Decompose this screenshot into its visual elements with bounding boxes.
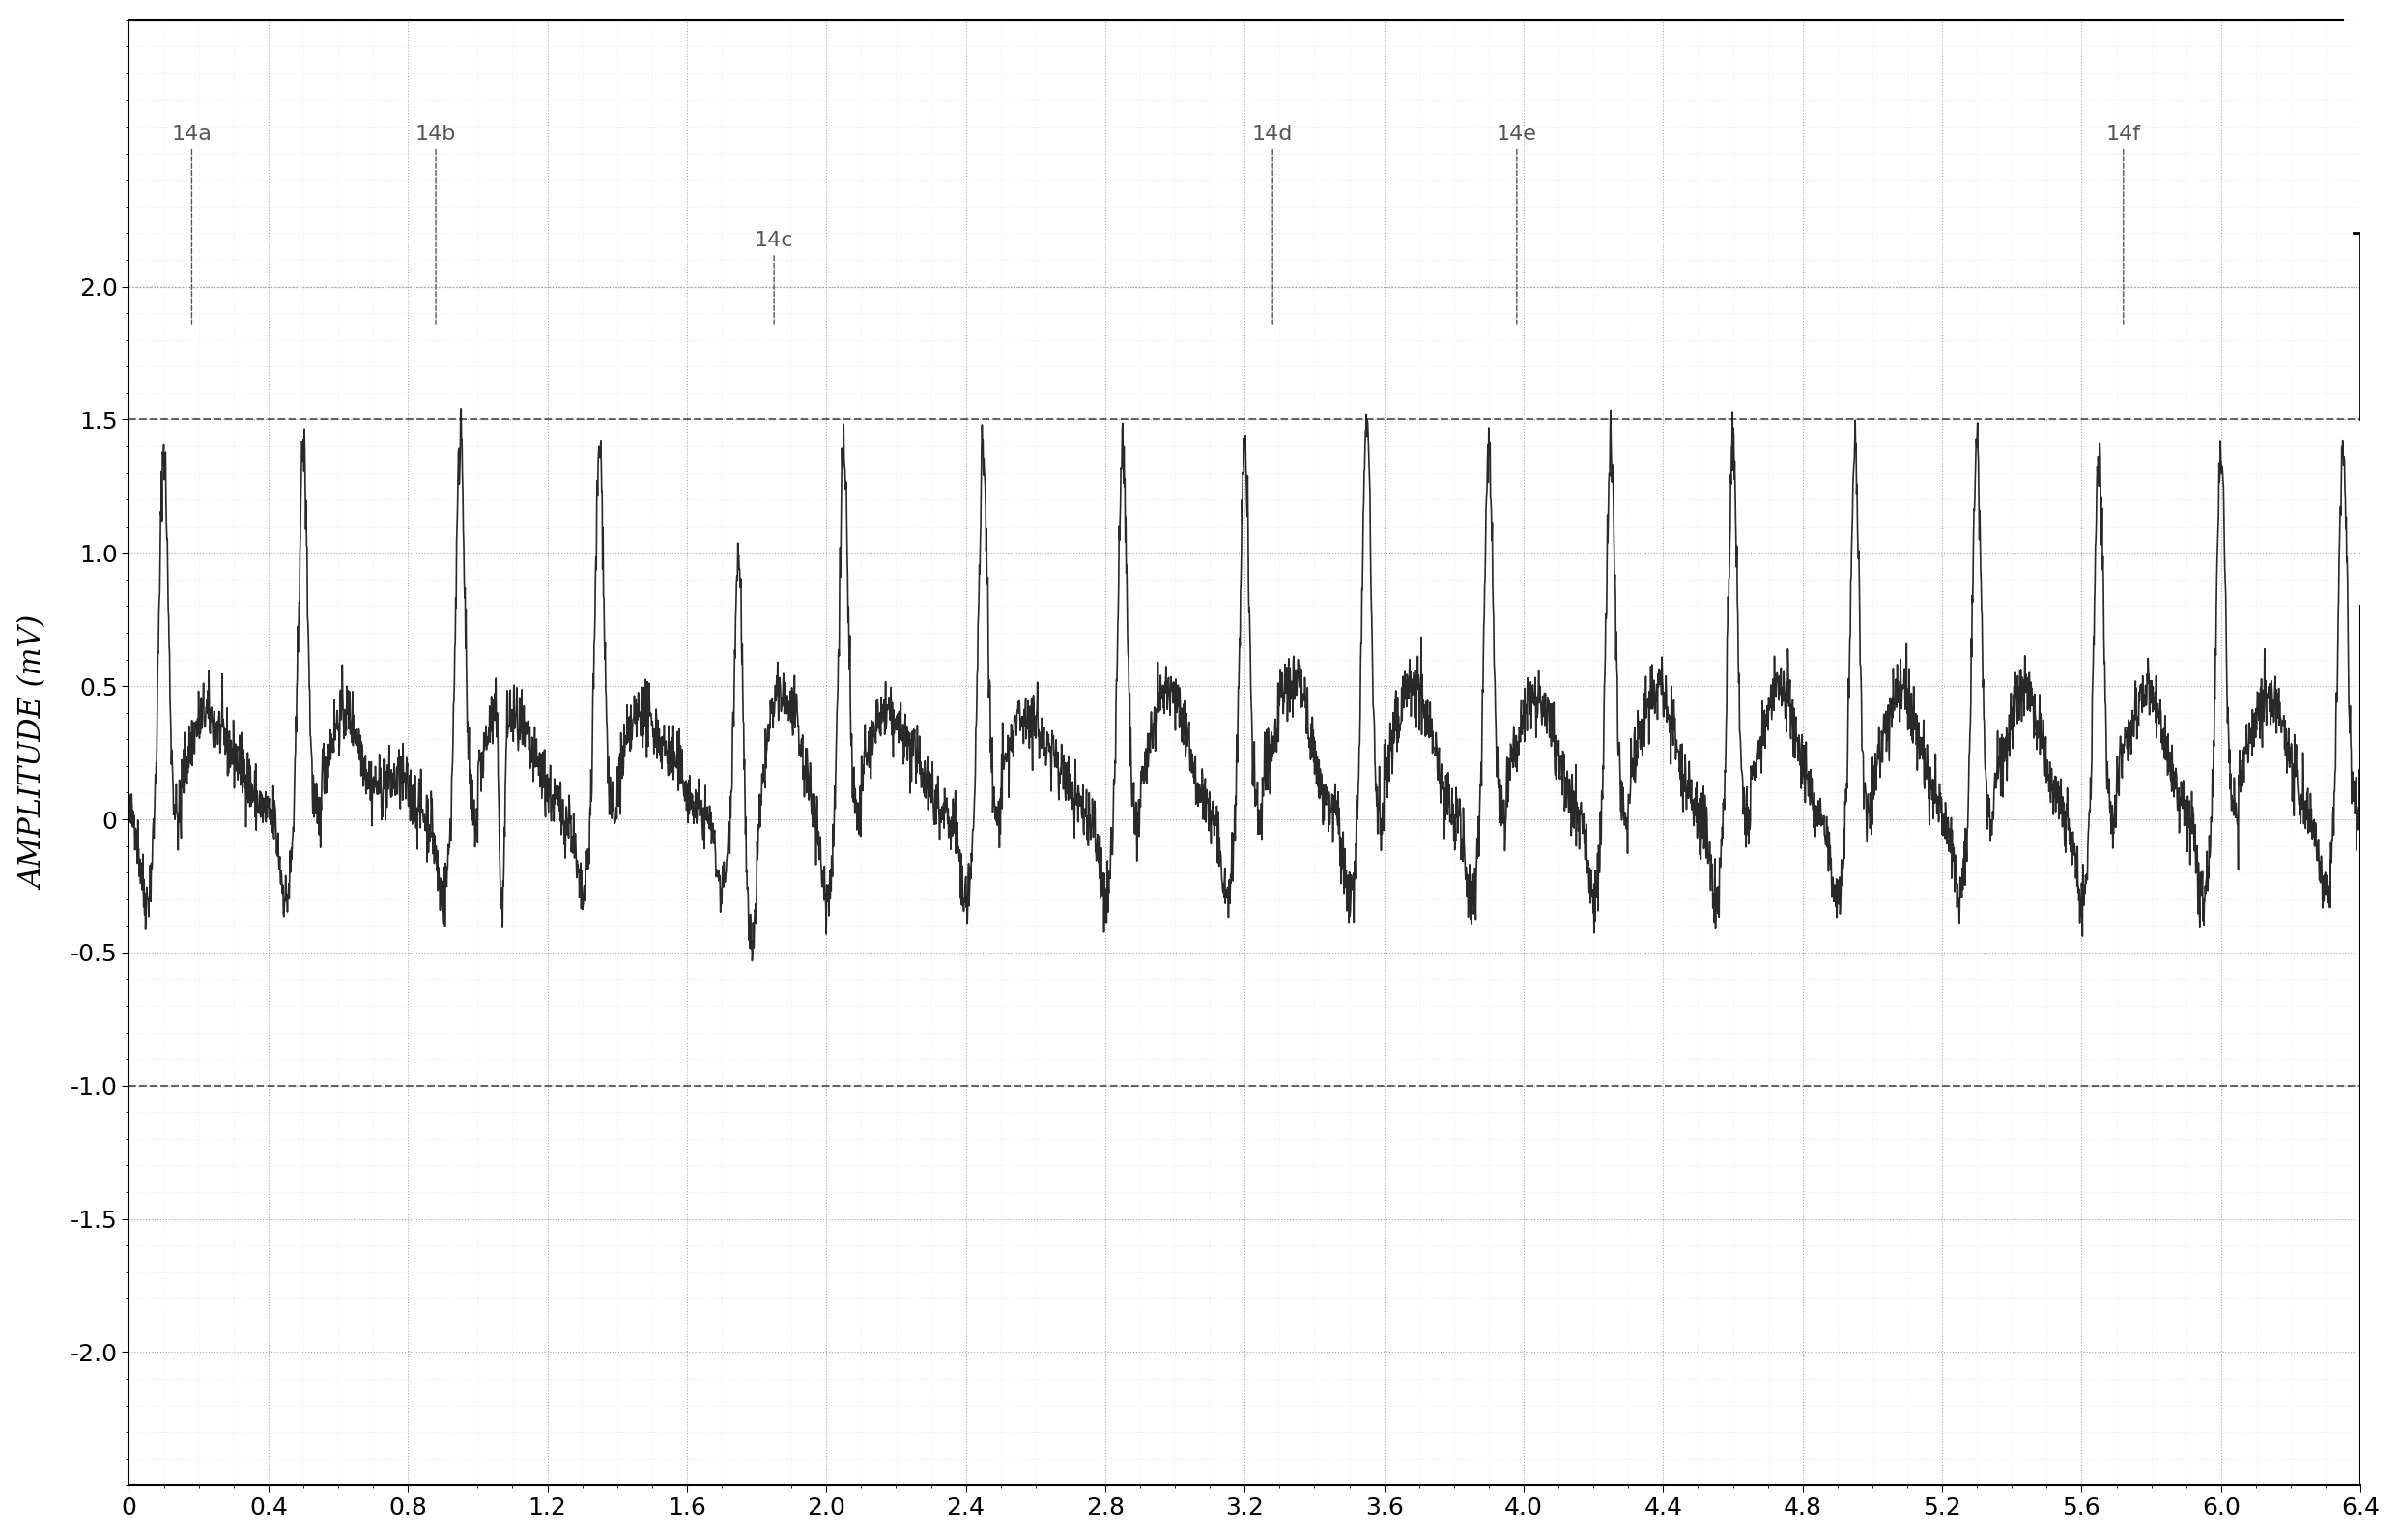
Text: 14b: 14b <box>415 125 456 323</box>
Text: 14a: 14a <box>170 125 211 323</box>
Text: 14c: 14c <box>754 231 794 323</box>
Y-axis label: AMPLITUDE (mV): AMPLITUDE (mV) <box>19 616 50 890</box>
Text: 14e: 14e <box>1498 125 1536 323</box>
Text: 14d: 14d <box>1253 125 1294 323</box>
Text: 14f: 14f <box>2105 125 2141 323</box>
